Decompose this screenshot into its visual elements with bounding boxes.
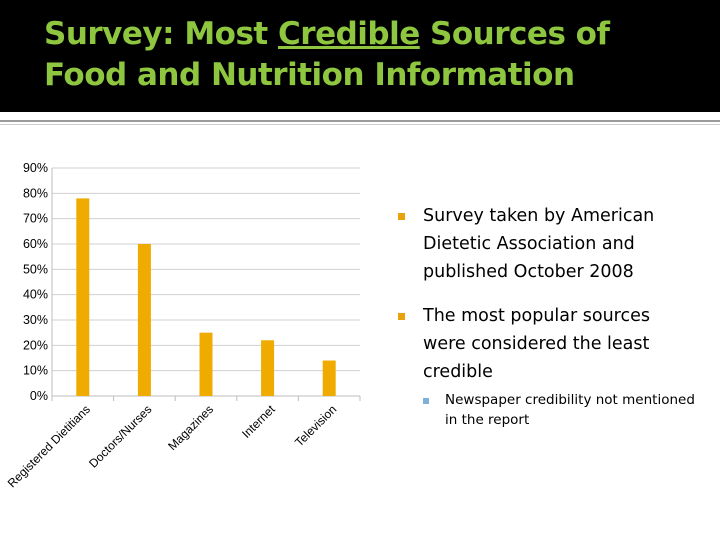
bar-chart: 0% 10% 20% 30% 40% 50% 60% 70% 80% 90% Registered … xyxy=(5,161,361,490)
y-tick-label: 20% xyxy=(23,338,48,352)
x-tick-label: Television xyxy=(292,402,339,449)
bar xyxy=(261,340,275,396)
square-bullet-icon xyxy=(398,213,405,220)
title-part-2: Sources of Food and Nutrition Informatio… xyxy=(44,16,610,93)
y-tick-label: 70% xyxy=(23,212,48,226)
slide-title: Survey: Most Credible Sources of Food an… xyxy=(44,14,684,96)
bullet-item: The most popular sources were considered… xyxy=(398,302,698,386)
y-tick-label: 10% xyxy=(23,364,48,378)
title-band: Survey: Most Credible Sources of Food an… xyxy=(0,0,720,112)
bullet-item: Survey taken by American Dietetic Associ… xyxy=(398,202,698,286)
y-tick-label: 90% xyxy=(23,161,48,175)
x-tick-label: Magazines xyxy=(165,402,216,453)
y-tick-label: 50% xyxy=(23,262,48,276)
bullet-text: The most popular sources were considered… xyxy=(423,306,650,382)
title-underlined-word: Credible xyxy=(278,16,420,52)
divider-line xyxy=(0,120,720,122)
square-bullet-icon xyxy=(398,313,405,320)
bullet-list: Survey taken by American Dietetic Associ… xyxy=(398,202,698,430)
y-tick-label: 0% xyxy=(30,389,48,403)
bar xyxy=(199,332,213,396)
bar xyxy=(322,360,336,396)
x-tick-label: Registered Dietitians xyxy=(5,402,93,490)
bar xyxy=(137,244,151,396)
y-tick-label: 30% xyxy=(23,313,48,327)
y-tick-label: 60% xyxy=(23,237,48,251)
sub-bullet-item: Newspaper credibility not mentioned in t… xyxy=(423,390,698,430)
divider-line-thin xyxy=(0,124,720,125)
bullet-text: Survey taken by American Dietetic Associ… xyxy=(423,206,655,282)
y-tick-label: 40% xyxy=(23,288,48,302)
y-tick-label: 80% xyxy=(23,186,48,200)
sub-bullet-text: Newspaper credibility not mentioned in t… xyxy=(445,392,695,428)
title-part-1: Survey: Most xyxy=(44,16,279,52)
bar xyxy=(76,198,90,396)
square-sub-bullet-icon xyxy=(423,398,429,404)
x-tick-label: Doctors/Nurses xyxy=(86,402,154,470)
x-tick-label: Internet xyxy=(239,402,278,441)
